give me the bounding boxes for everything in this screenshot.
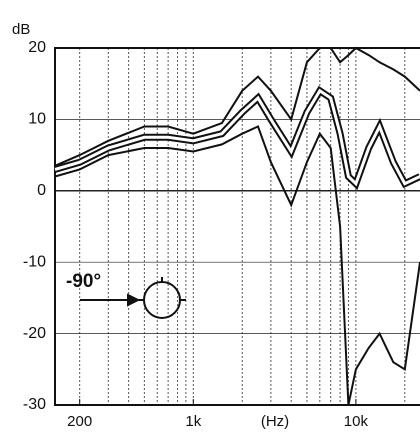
curve: [54, 46, 420, 167]
x-tick-label: 10k: [344, 413, 369, 430]
y-tick-label: -20: [23, 325, 46, 342]
y-tick-label: 10: [28, 111, 46, 128]
curve: [54, 88, 420, 187]
head-circle: [143, 281, 181, 319]
direction-icon: [80, 277, 186, 319]
annotation: -90°: [66, 271, 101, 292]
y-axis-label: dB: [12, 21, 30, 38]
x-tick-label: 200: [67, 413, 92, 430]
x-tick-label: 1k: [185, 413, 201, 430]
y-tick-label: 20: [28, 39, 46, 56]
curve: [54, 125, 420, 406]
y-tick-label: -10: [23, 253, 46, 270]
arrow-head: [127, 293, 141, 307]
y-tick-label: -30: [23, 396, 46, 413]
plot-frame: [54, 47, 420, 406]
y-tick-label: 0: [37, 182, 46, 199]
x-axis-label: (Hz): [261, 413, 289, 430]
plot: -30 -20 -10 0 10 20 200 1k 10k: [23, 39, 420, 430]
